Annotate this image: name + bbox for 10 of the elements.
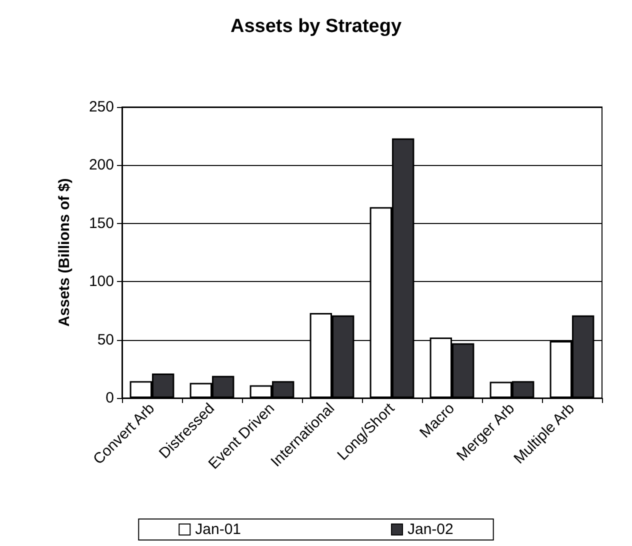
y-tick-label: 250: [88, 98, 114, 116]
y-axis-title: Assets (Billions of $): [56, 178, 73, 327]
legend-label: Jan-01: [195, 521, 242, 538]
legend-label: Jan-02: [408, 521, 454, 538]
chart-title: Assets by Strategy: [230, 16, 402, 37]
y-tick-label: 50: [97, 331, 114, 348]
y-tick-label: 150: [88, 214, 114, 232]
y-tick-label: 0: [106, 390, 114, 406]
y-tick-label: 100: [88, 273, 114, 290]
y-tick-label: 200: [88, 156, 114, 174]
